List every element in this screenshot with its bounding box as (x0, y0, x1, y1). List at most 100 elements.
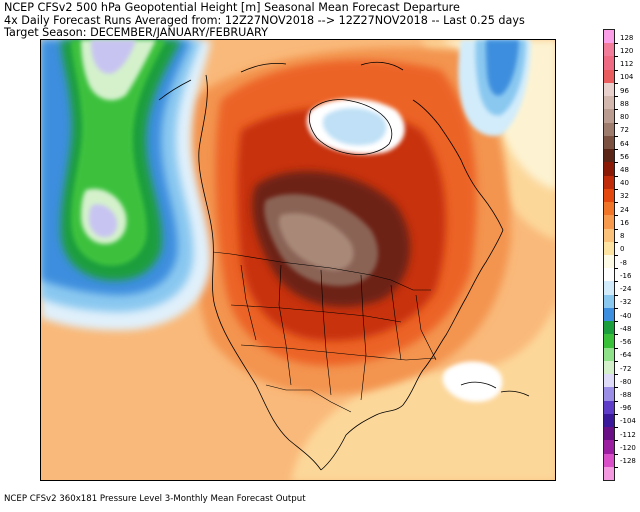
colorbar-tick (614, 374, 618, 376)
colorbar-segment (604, 413, 614, 428)
colorbar-label: -56 (620, 338, 632, 347)
colorbar-segment (604, 360, 614, 375)
colorbar-label: -72 (620, 364, 632, 373)
border-state-4 (360, 274, 367, 401)
colorbar-segment (604, 82, 614, 97)
colorbar-label: -120 (620, 443, 636, 452)
colorbar-segment (604, 466, 614, 480)
colorbar-label: 56 (620, 152, 629, 161)
colorbar-label: -104 (620, 417, 636, 426)
colorbar-label: -24 (620, 285, 632, 294)
coastlines (158, 61, 530, 471)
political-borders (212, 251, 437, 413)
colorbar-tick (614, 202, 618, 204)
colorbar-tick (614, 294, 618, 296)
colorbar-label: 80 (620, 113, 629, 122)
colorbar-segment (604, 109, 614, 124)
colorbar-label: -64 (620, 351, 632, 360)
colorbar-segment (604, 228, 614, 243)
border-state-3 (320, 269, 332, 396)
colorbar-segment (604, 374, 614, 388)
border-state-2 (278, 264, 292, 386)
colorbar-tick (614, 43, 618, 45)
colorbar-segment (604, 56, 614, 71)
colorbar-tick (614, 188, 618, 190)
colorbar-label: 120 (620, 46, 634, 55)
field-caribbean-white (442, 361, 503, 402)
colorbar-label: 88 (620, 99, 629, 108)
field-hudson-lightblue (322, 107, 387, 146)
colorbar-tick (614, 96, 618, 98)
colorbar-tick (614, 307, 618, 309)
colorbar-tick (614, 268, 618, 270)
colorbar-label: -128 (620, 457, 636, 466)
title-line-1: NCEP CFSv2 500 hPa Geopotential Height [… (4, 1, 460, 14)
height-departure-field (41, 40, 555, 480)
colorbar-label: 40 (620, 179, 629, 188)
colorbar-tick (614, 334, 618, 336)
colorbar-tick (614, 255, 618, 256)
coastline-pacific (198, 74, 322, 471)
colorbar-tick (614, 347, 618, 349)
coastline-hudson-bay (309, 99, 393, 155)
border-state-5 (390, 284, 402, 361)
colorbar-label: 112 (620, 60, 634, 69)
colorbar-label: -88 (620, 390, 632, 399)
colorbar-tick (614, 413, 618, 415)
colorbar-label: 64 (620, 139, 629, 148)
colorbar-segment (604, 400, 614, 415)
colorbar-tick (614, 149, 618, 151)
border-state-8 (415, 294, 437, 361)
colorbar-label: 128 (620, 33, 634, 42)
colorbar-label: -112 (620, 430, 636, 439)
colorbar-segment (604, 122, 614, 137)
colorbar-tick (614, 440, 618, 442)
title-line-2: 4x Daily Forecast Runs Averaged from: 12… (4, 13, 525, 27)
colorbar-segment (604, 294, 614, 309)
title-line-3: Target Season: DECEMBER/JANUARY/FEBRUARY (4, 26, 268, 39)
colorbar-label: -96 (620, 404, 632, 413)
colorbar-tick (614, 215, 618, 217)
colorbar-segment (604, 30, 614, 44)
footer-caption: NCEP CFSv2 360x181 Pressure Level 3-Mont… (4, 494, 306, 504)
colorbar-label: 104 (620, 73, 634, 82)
colorbar-tick (614, 175, 618, 177)
colorbar-label: -8 (620, 258, 627, 267)
colorbar-segment (604, 241, 614, 256)
colorbar-tick (614, 466, 618, 468)
colorbar-segment (604, 202, 614, 216)
forecast-map (40, 39, 556, 481)
colorbar-segment (604, 427, 614, 441)
colorbar-segment (604, 96, 614, 110)
field-ne-blue (486, 40, 519, 96)
colorbar-segment (604, 387, 614, 402)
colorbar-tick (614, 360, 618, 362)
colorbar-tick (614, 109, 618, 111)
colorbar-label: -48 (620, 324, 632, 333)
coastline-cuba (460, 381, 497, 389)
colorbar-tick (614, 135, 618, 137)
colorbar-tick (614, 321, 618, 323)
border-state-1 (240, 264, 257, 341)
coastline-labrador (412, 99, 504, 231)
colorbar-label: 96 (620, 86, 629, 95)
colorbar-tick (614, 82, 618, 84)
colorbar-tick (614, 122, 618, 124)
colorbar-segment (604, 281, 614, 296)
border-us-canada (212, 251, 431, 291)
colorbar-label: 8 (620, 232, 625, 241)
colorbar-label: 48 (620, 165, 629, 174)
colorbar-tick (614, 453, 618, 455)
colorbar-segment (604, 255, 614, 269)
colorbar-tick (614, 281, 618, 283)
colorbar-tick (614, 427, 618, 429)
colorbar-segment (604, 188, 614, 203)
colorbar-segment (604, 440, 614, 455)
map-title: NCEP CFSv2 500 hPa Geopotential Height [… (4, 1, 525, 40)
colorbar-label: 0 (620, 245, 625, 254)
coastline-gulf-atlantic (320, 229, 504, 471)
colorbar-label: -80 (620, 377, 632, 386)
coastline-alaska (158, 79, 192, 101)
colorbar-segment (604, 162, 614, 177)
colorbar-tick (614, 56, 618, 58)
